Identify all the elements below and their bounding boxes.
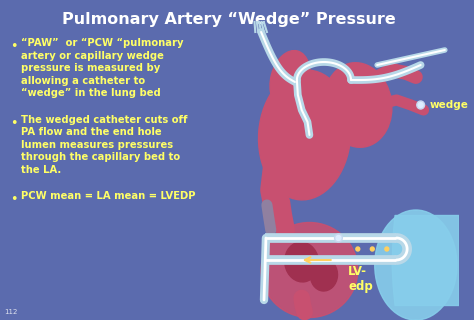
Ellipse shape (324, 63, 392, 147)
Ellipse shape (310, 259, 337, 291)
Text: •: • (9, 116, 17, 130)
Text: lumen measures pressures: lumen measures pressures (21, 140, 173, 149)
Ellipse shape (417, 101, 425, 109)
Text: •: • (9, 40, 17, 53)
Text: •: • (9, 193, 17, 206)
Ellipse shape (261, 222, 358, 317)
Ellipse shape (385, 247, 389, 251)
Text: 112: 112 (4, 309, 17, 315)
Text: the LA.: the LA. (21, 164, 62, 174)
Text: through the capillary bed to: through the capillary bed to (21, 152, 181, 162)
Text: LV-
edp: LV- edp (348, 265, 373, 293)
Ellipse shape (258, 70, 351, 200)
Ellipse shape (375, 210, 457, 320)
Text: “PAW”  or “PCW “pulmonary: “PAW” or “PCW “pulmonary (21, 38, 184, 48)
Text: The wedged catheter cuts off: The wedged catheter cuts off (21, 115, 188, 124)
Ellipse shape (356, 247, 360, 251)
Text: PCW mean = LA mean = LVEDP: PCW mean = LA mean = LVEDP (21, 191, 196, 201)
Text: wedge: wedge (429, 100, 468, 110)
Ellipse shape (336, 236, 341, 241)
Text: allowing a catheter to: allowing a catheter to (21, 76, 146, 85)
Text: pressure is measured by: pressure is measured by (21, 63, 161, 73)
Ellipse shape (285, 242, 319, 282)
Ellipse shape (418, 102, 423, 108)
Text: PA flow and the end hole: PA flow and the end hole (21, 127, 162, 137)
Text: “wedge” in the lung bed: “wedge” in the lung bed (21, 88, 161, 98)
Text: Pulmonary Artery “Wedge” Pressure: Pulmonary Artery “Wedge” Pressure (62, 12, 396, 27)
Ellipse shape (335, 234, 342, 242)
Text: artery or capillary wedge: artery or capillary wedge (21, 51, 164, 60)
Ellipse shape (270, 51, 310, 109)
Ellipse shape (370, 247, 374, 251)
